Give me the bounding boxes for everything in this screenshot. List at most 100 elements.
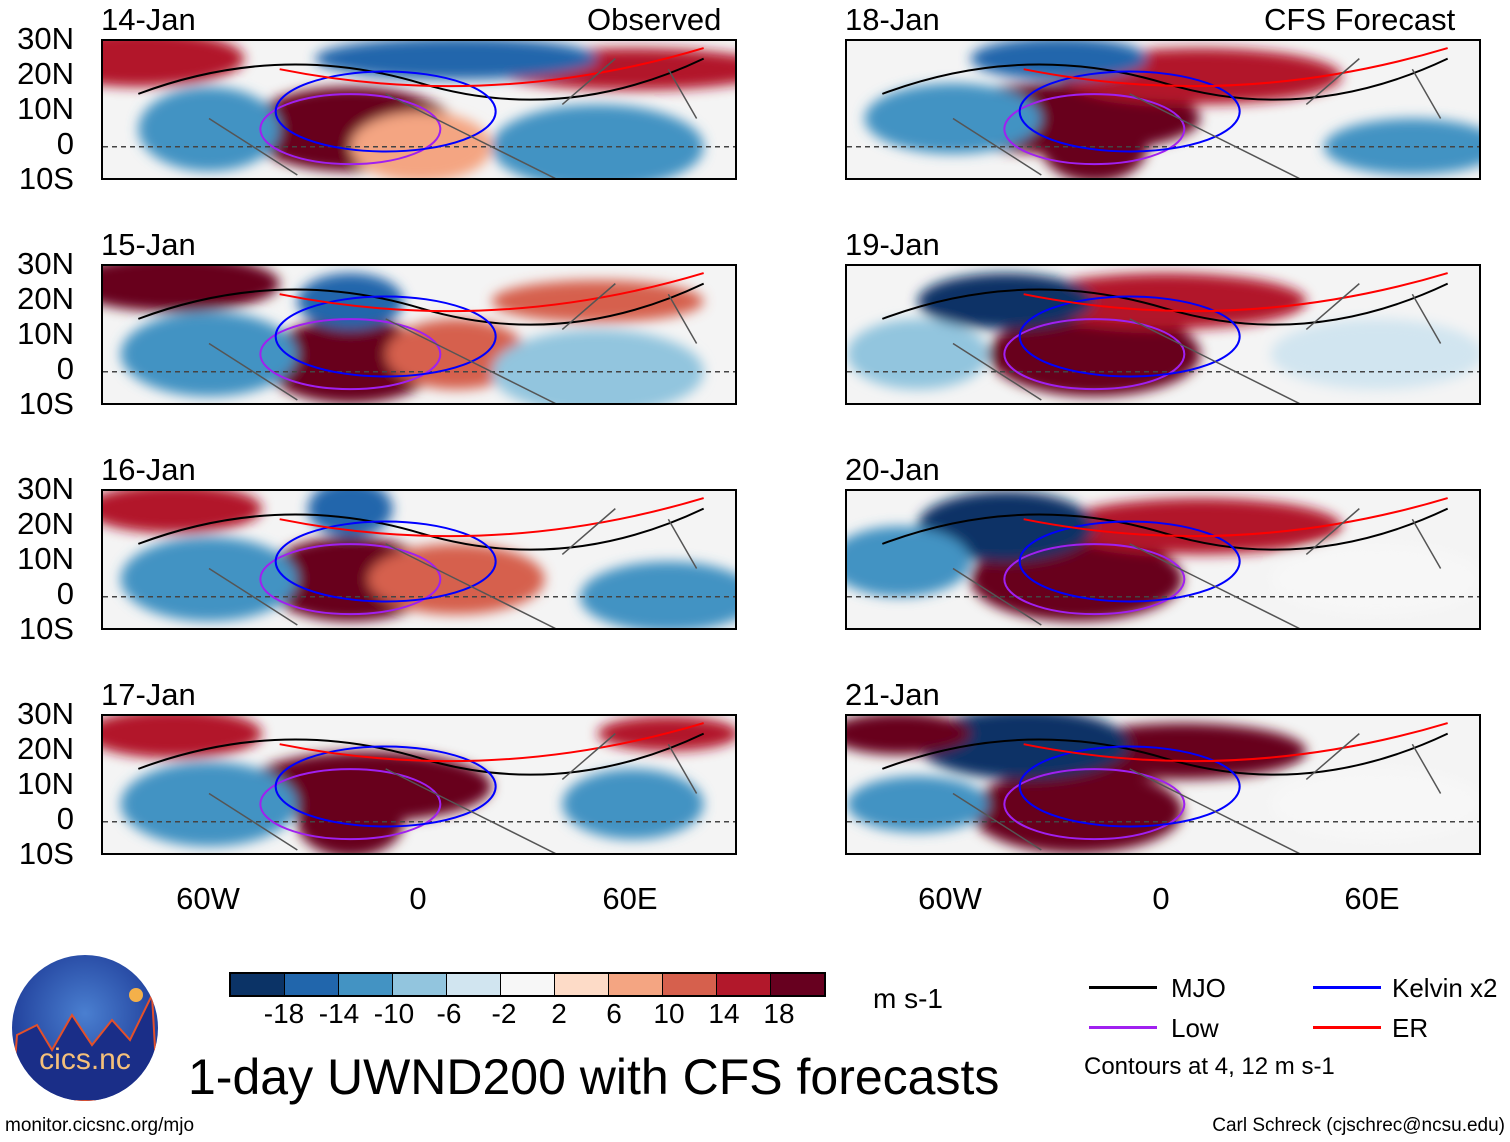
panel-date: 20-Jan <box>845 452 940 487</box>
wind-anomaly-region <box>847 775 989 833</box>
colorbar-swatch <box>447 974 501 995</box>
lat-label: 10N <box>17 541 74 576</box>
lat-label: 10N <box>17 316 74 351</box>
legend-line-er <box>1313 1026 1381 1029</box>
uwnd-map-panel <box>101 264 737 405</box>
wind-anomaly-region <box>315 41 598 80</box>
lon-label-0-right: 0 <box>1152 881 1170 916</box>
legend-line-low <box>1089 1026 1157 1029</box>
colorbar-swatch <box>771 974 824 995</box>
lat-label: 20N <box>17 281 74 316</box>
colorbar-swatch <box>501 974 555 995</box>
lat-label: 30N <box>17 471 74 506</box>
panel-date: 16-Jan <box>101 452 196 487</box>
wind-anomaly-region <box>120 311 298 397</box>
colorbar-swatch <box>393 974 447 995</box>
wind-anomaly-region <box>103 266 280 312</box>
wind-anomaly-region <box>103 41 245 87</box>
colorbar-tick-label: -2 <box>491 998 517 1029</box>
uwnd-map-panel <box>101 39 737 180</box>
uwnd-map-panel <box>101 489 737 630</box>
logo-text: cics.nc <box>39 1043 131 1076</box>
lat-label: 0 <box>56 801 74 836</box>
lat-label: 0 <box>56 351 74 386</box>
lat-label: 30N <box>17 21 74 56</box>
panel-date: 18-Jan <box>845 2 940 37</box>
lon-label-60w-left: 60W <box>176 881 240 916</box>
uwnd-map-panel <box>845 714 1481 855</box>
wind-anomaly-region <box>1324 118 1479 175</box>
wind-anomaly-region <box>297 273 404 330</box>
colorbar-swatch <box>609 974 663 995</box>
wind-anomaly-region <box>491 104 704 178</box>
colorbar-tick-label: -6 <box>436 998 462 1029</box>
wind-anomaly-region <box>580 561 735 628</box>
colorbar-swatch <box>717 974 771 995</box>
wind-anomaly-region <box>847 716 971 755</box>
colorbar-tick-label: 10 <box>653 998 685 1029</box>
wind-anomaly-region <box>307 491 393 537</box>
uwnd-map-panel <box>845 489 1481 630</box>
colorbar-tick-label: -10 <box>373 998 415 1029</box>
wind-anomaly-region <box>917 716 1130 780</box>
wind-anomaly-region <box>1271 318 1479 390</box>
panel-date: 17-Jan <box>101 677 196 712</box>
colorbar-swatch <box>231 974 285 995</box>
uwnd-map-panel <box>845 39 1481 180</box>
observed-label: Observed <box>587 2 722 37</box>
uwnd-map-panel <box>845 264 1481 405</box>
lat-label: 10S <box>18 386 74 421</box>
figure-title: 1-day UWND200 with CFS forecasts <box>188 1049 1000 1105</box>
legend-label-mjo: MJO <box>1171 973 1226 1003</box>
panel-date: 19-Jan <box>845 227 940 262</box>
lat-label: 30N <box>17 246 74 281</box>
lat-label: 20N <box>17 731 74 766</box>
wind-anomaly-region <box>917 273 1095 330</box>
wind-anomaly-region <box>1271 543 1479 615</box>
colorbar-tick-label: 6 <box>606 998 622 1029</box>
wind-anomaly-region <box>1041 111 1148 178</box>
legend-label-er: ER <box>1392 1013 1429 1043</box>
wind-anomaly-region <box>491 280 704 323</box>
wind-anomaly-region <box>847 318 989 390</box>
colorbar-swatch <box>555 974 609 995</box>
lon-label-60e-left: 60E <box>602 881 658 916</box>
lat-label: 0 <box>56 126 74 161</box>
wind-anomaly-region <box>120 536 298 622</box>
contours-note: Contours at 4, 12 m s-1 <box>1084 1053 1335 1080</box>
footer-url: monitor.cicsnc.org/mjo <box>5 1115 195 1136</box>
wind-anomaly-region <box>103 716 262 759</box>
wind-anomaly-region <box>562 768 704 840</box>
colorbar-tick-label: 2 <box>551 998 567 1029</box>
cics-logo: cics.nc <box>12 955 158 1101</box>
wind-anomaly-region <box>120 761 298 847</box>
wind-anomaly-region <box>350 111 492 178</box>
wind-anomaly-region <box>1059 498 1342 555</box>
panel-date: 21-Jan <box>845 677 940 712</box>
lat-label: 30N <box>17 696 74 731</box>
wind-anomaly-region <box>297 786 404 853</box>
wind-anomaly-region <box>847 526 971 597</box>
wind-anomaly-region <box>917 491 1095 562</box>
lat-label: 10S <box>18 161 74 196</box>
wind-anomaly-region <box>491 329 704 403</box>
forecast-label: CFS Forecast <box>1264 2 1456 37</box>
colorbar-tick-label: 18 <box>763 998 795 1029</box>
lat-label: 20N <box>17 506 74 541</box>
colorbar-tick-label: -18 <box>263 998 305 1029</box>
wind-anomaly-region <box>970 768 1183 853</box>
wind-anomaly-region <box>1023 273 1307 330</box>
legend-line-kelvin <box>1313 986 1381 989</box>
wind-anomaly-region <box>1271 768 1479 840</box>
lon-label-60w-right: 60W <box>918 881 982 916</box>
legend-label-low: Low <box>1171 1013 1219 1043</box>
lat-label: 0 <box>56 576 74 611</box>
colorbar-tick-label: 14 <box>708 998 740 1029</box>
lon-label-0-left: 0 <box>409 881 427 916</box>
lat-label: 10S <box>18 836 74 871</box>
lat-label: 10S <box>18 611 74 646</box>
colorbar-tick-label: -14 <box>318 998 360 1029</box>
colorbar <box>229 972 826 997</box>
logo-mountains-icon <box>12 988 158 1101</box>
panel-date: 14-Jan <box>101 2 196 37</box>
